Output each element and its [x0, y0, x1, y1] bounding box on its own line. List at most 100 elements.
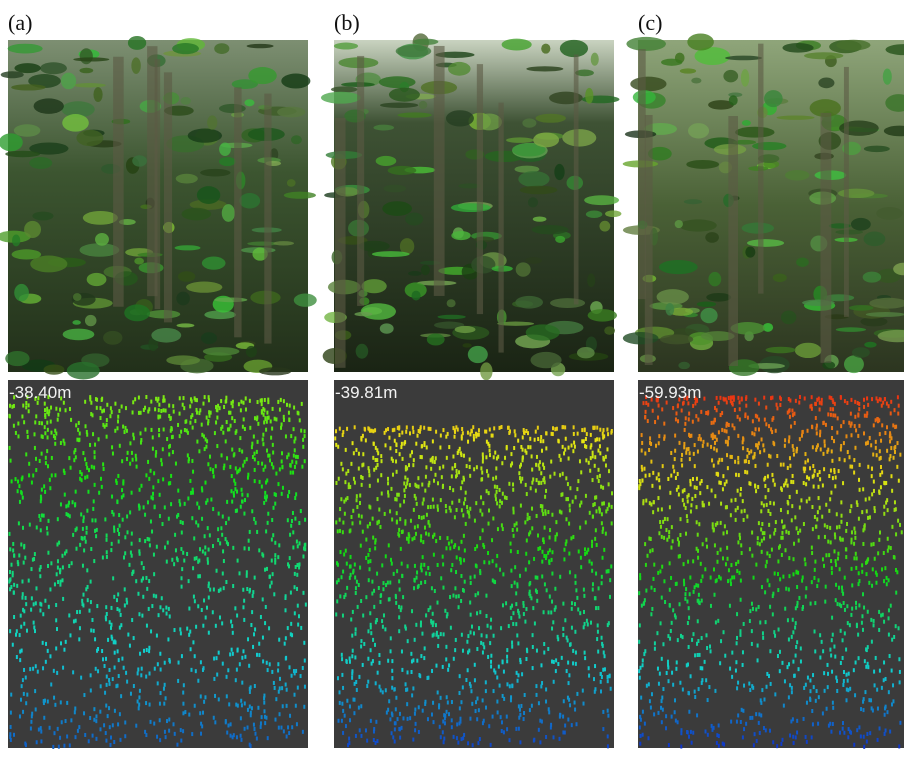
point [490, 618, 492, 622]
foliage [818, 78, 834, 89]
point [95, 534, 97, 538]
point [848, 672, 850, 676]
point [610, 431, 612, 435]
point [435, 623, 437, 627]
point [525, 568, 527, 572]
point [468, 515, 470, 519]
point [281, 492, 283, 496]
point [599, 444, 601, 448]
point [845, 648, 847, 652]
foliage [103, 331, 122, 345]
point [791, 504, 793, 508]
point [186, 429, 188, 433]
point [61, 554, 63, 558]
foliage [376, 156, 397, 166]
point [603, 650, 605, 654]
point [837, 552, 839, 556]
point [182, 691, 184, 695]
point [44, 408, 46, 412]
point [847, 450, 849, 454]
point [289, 665, 291, 669]
point [231, 648, 233, 652]
point [341, 702, 343, 706]
point [879, 473, 881, 477]
point [702, 542, 704, 546]
point [72, 500, 74, 504]
point [384, 512, 386, 516]
point [766, 503, 768, 507]
point [50, 431, 52, 435]
point [798, 539, 800, 543]
point [801, 430, 803, 434]
point [858, 603, 860, 607]
point [152, 447, 154, 451]
point [658, 682, 660, 686]
point [728, 568, 730, 572]
point [838, 586, 840, 590]
point [433, 505, 435, 509]
point [842, 721, 844, 725]
point [247, 708, 249, 712]
point [189, 421, 191, 425]
trunk [844, 67, 849, 317]
point [833, 549, 835, 553]
point [42, 435, 44, 439]
point [191, 459, 193, 463]
point [391, 457, 393, 461]
point [545, 489, 547, 493]
point [304, 459, 306, 463]
point [339, 529, 341, 533]
point [412, 430, 414, 434]
point [257, 400, 259, 404]
point [36, 525, 38, 529]
point [858, 402, 860, 406]
point [832, 722, 834, 726]
point [890, 446, 892, 450]
foliage [214, 43, 229, 54]
point [765, 728, 767, 732]
point [156, 545, 158, 549]
point [231, 416, 233, 420]
point [840, 447, 842, 451]
point [97, 669, 99, 673]
point [574, 602, 576, 606]
point [153, 471, 155, 475]
trunk [164, 72, 172, 322]
point [844, 399, 846, 403]
point [788, 637, 790, 641]
point [843, 670, 845, 674]
point [204, 395, 206, 399]
point [370, 625, 372, 629]
point [668, 535, 670, 539]
point [792, 480, 794, 484]
point [389, 717, 391, 721]
point [780, 463, 782, 467]
point [858, 407, 860, 411]
point [40, 739, 42, 743]
point [216, 416, 218, 420]
point [680, 634, 682, 638]
point [216, 673, 218, 677]
point [876, 453, 878, 457]
point [143, 505, 145, 509]
point [506, 655, 508, 659]
height-label: -59.93m [639, 383, 701, 402]
point [866, 560, 868, 564]
point [679, 602, 681, 606]
point [531, 454, 533, 458]
point [580, 470, 582, 474]
foliage [536, 114, 566, 123]
point [561, 656, 563, 660]
point [294, 693, 296, 697]
point [267, 454, 269, 458]
point [392, 735, 394, 739]
point [41, 452, 43, 456]
point [461, 437, 463, 441]
point [672, 608, 674, 612]
foliage [44, 365, 65, 375]
point [232, 584, 234, 588]
point [34, 420, 36, 424]
point [741, 509, 743, 513]
point [34, 689, 36, 693]
point [458, 546, 460, 550]
